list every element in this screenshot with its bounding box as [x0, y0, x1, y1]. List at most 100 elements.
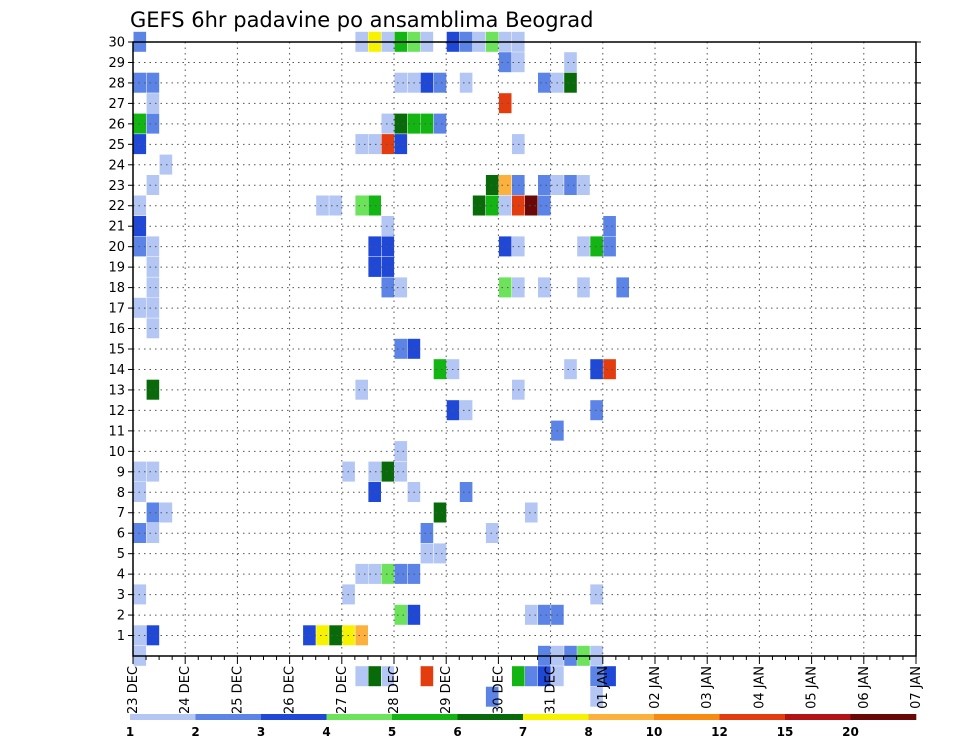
colorbar-segment — [261, 714, 327, 720]
heatmap-cell — [368, 482, 381, 502]
x-tick-label: 03 JAN — [700, 666, 715, 709]
colorbar-tick-label: 8 — [584, 725, 592, 739]
y-tick-label: 19 — [108, 261, 125, 276]
colorbar-tick-label: 1 — [126, 725, 134, 739]
heatmap-cell — [577, 236, 590, 257]
x-tick-label: 30 DEC — [491, 666, 506, 714]
heatmap-cell — [146, 318, 160, 339]
heatmap-cell — [564, 359, 577, 380]
heatmap-cell — [433, 113, 447, 134]
x-tick-label: 04 JAN — [752, 666, 767, 709]
heatmap-cell — [394, 563, 408, 584]
heatmap-cell — [394, 113, 408, 134]
heatmap-cell — [525, 195, 538, 216]
x-axis: 23 DEC 24 DEC 25 DEC 26 DEC 27 DEC 28 DEC 29 D… — [126, 656, 924, 714]
heatmap-cell — [394, 134, 408, 155]
colorbar-segment — [588, 714, 655, 720]
heatmap-cell — [381, 277, 395, 298]
heatmap-cell — [368, 461, 381, 482]
heatmap-cell — [433, 543, 447, 564]
y-tick-label: 17 — [108, 302, 125, 317]
heatmap-cell — [485, 175, 499, 195]
heatmap-cell — [394, 277, 408, 298]
y-tick-label: 1 — [117, 629, 125, 644]
heatmap-cell — [368, 256, 381, 277]
heatmap-cell — [381, 563, 395, 584]
x-tick-label: 31 DEC — [544, 666, 559, 714]
heatmap-cell — [381, 113, 395, 134]
heatmap-cell — [485, 686, 499, 707]
colorbar-tick-label: 3 — [257, 725, 265, 739]
heatmap-cell — [381, 134, 395, 155]
y-tick-label: 18 — [108, 281, 125, 296]
heatmap-cell — [329, 625, 342, 646]
heatmap-cell — [394, 461, 408, 482]
y-tick-label: 20 — [108, 240, 125, 255]
heatmap-cell — [485, 523, 499, 543]
heatmap-cell — [355, 379, 368, 400]
y-tick-label: 10 — [108, 445, 125, 460]
y-tick-label: 27 — [108, 97, 125, 112]
x-tick-label: 29 DEC — [439, 666, 454, 714]
heatmap-cell — [146, 379, 160, 400]
heatmap-cell — [538, 72, 551, 93]
colorbar-segment — [195, 714, 262, 720]
heatmap-cell — [420, 113, 434, 134]
heatmap-cell — [590, 584, 603, 605]
heatmap-cell — [551, 666, 564, 687]
heatmap-cell — [498, 236, 512, 257]
y-tick-label: 6 — [117, 527, 125, 542]
heatmap-cell — [394, 441, 408, 462]
heatmap-cell — [498, 93, 512, 114]
heatmap-cell — [603, 236, 616, 257]
heatmap-cell — [564, 72, 577, 93]
colorbar-segment — [130, 714, 196, 720]
y-tick-label: 12 — [108, 404, 125, 419]
heatmap-cell — [590, 359, 603, 380]
heatmap-cell — [525, 666, 538, 687]
colorbar-tick-label: 12 — [711, 725, 728, 739]
y-tick-label: 4 — [117, 568, 125, 583]
heatmap-cell — [146, 236, 160, 257]
heatmap-cell — [498, 52, 512, 73]
y-tick-label: 21 — [108, 220, 125, 235]
heatmap-cell — [420, 523, 434, 543]
heatmap-cell — [146, 625, 160, 646]
y-tick-label: 13 — [108, 383, 125, 398]
heatmap-cell — [394, 604, 408, 625]
heatmap-cell — [381, 216, 395, 236]
heatmap-cell — [498, 195, 512, 216]
heatmap-cell — [368, 563, 381, 584]
heatmap-cell — [538, 666, 551, 687]
colorbar-tick-label: 2 — [191, 725, 199, 739]
y-tick-label: 11 — [108, 424, 125, 439]
colorbar-segment — [326, 714, 393, 720]
heatmap-cell — [368, 195, 381, 216]
colorbar-segment — [654, 714, 720, 720]
y-tick-label: 8 — [117, 486, 125, 501]
heatmap-cell — [146, 297, 160, 318]
heatmap-cell — [146, 175, 160, 195]
heatmap-cell — [316, 625, 329, 646]
y-tick-label: 28 — [108, 76, 125, 91]
heatmap-cell — [564, 175, 577, 195]
heatmap-cell — [433, 502, 447, 523]
x-tick-label: 25 DEC — [230, 666, 245, 714]
y-tick-label: 25 — [108, 138, 125, 153]
heatmap-cell — [329, 195, 342, 216]
heatmap-cell — [368, 134, 381, 155]
y-tick-label: 3 — [117, 588, 125, 603]
heatmap-cell — [381, 461, 395, 482]
heatmap-cell — [355, 195, 368, 216]
heatmap-cell — [538, 277, 551, 298]
heatmap-cell — [355, 563, 368, 584]
colorbar-tick-label: 10 — [646, 725, 663, 739]
colorbar-segment — [719, 714, 786, 720]
heatmap-cell — [525, 604, 538, 625]
x-tick-label: 06 JAN — [857, 666, 872, 709]
colorbar-tick-label: 7 — [519, 725, 527, 739]
heatmap-cell — [485, 195, 499, 216]
x-tick-label: 28 DEC — [387, 666, 402, 714]
heatmap-cell — [146, 93, 160, 114]
heatmap-cell — [355, 666, 368, 687]
